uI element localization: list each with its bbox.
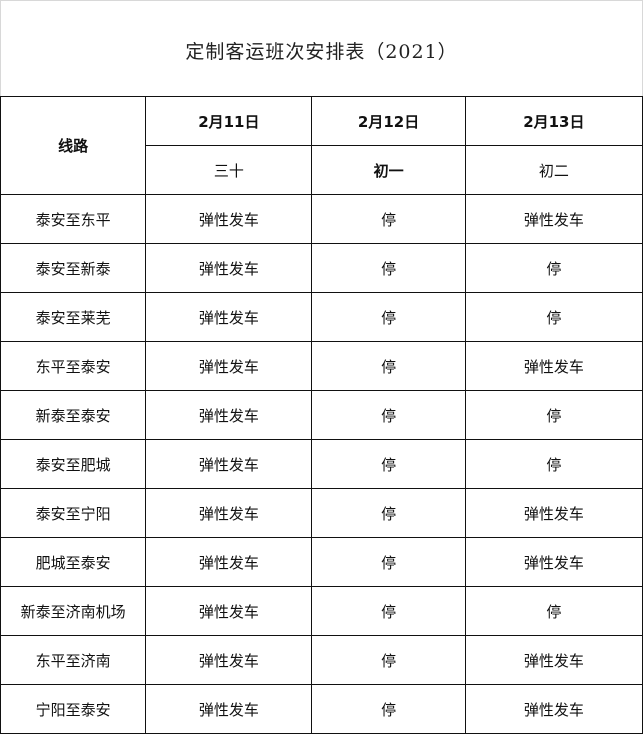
status-cell: 弹性发车 xyxy=(145,586,313,636)
page-title: 定制客运班次安排表（2021） xyxy=(185,41,458,63)
table-row: 泰安至东平 弹性发车停弹性发车 xyxy=(0,194,643,244)
status-cell: 停 xyxy=(311,292,466,342)
title-area: 定制客运班次安排表（2021） xyxy=(0,0,643,97)
schedule-table: 线路 2月11日 2月12日 2月13日 三十 初一 初二 泰安至东平 弹性发车停… xyxy=(0,96,643,734)
table-row: 泰安至肥城 弹性发车停停 xyxy=(0,439,643,489)
route-cell: 泰安至新泰 xyxy=(0,243,147,293)
table-row: 新泰至泰安 弹性发车停停 xyxy=(0,390,643,440)
table-row: 宁阳至泰安 弹性发车停弹性发车 xyxy=(0,684,643,734)
status-cell: 弹性发车 xyxy=(145,292,313,342)
table-row: 新泰至济南机场 弹性发车停停 xyxy=(0,586,643,636)
route-cell: 泰安至肥城 xyxy=(0,439,147,489)
status-cell: 停 xyxy=(311,684,466,734)
header-lunar: 三十 xyxy=(145,145,313,195)
status-cell: 弹性发车 xyxy=(145,341,313,391)
header-date: 2月13日 xyxy=(464,96,643,146)
table-row: 肥城至泰安 弹性发车停弹性发车 xyxy=(0,537,643,587)
status-cell: 弹性发车 xyxy=(145,488,313,538)
header-lunar: 初二 xyxy=(464,145,643,195)
header-row-dates: 线路 2月11日 2月12日 2月13日 xyxy=(0,96,643,195)
status-cell: 弹性发车 xyxy=(145,194,313,244)
table-row: 泰安至新泰 弹性发车停停 xyxy=(0,243,643,293)
header-route: 线路 xyxy=(0,96,147,195)
status-cell: 停 xyxy=(311,488,466,538)
route-cell: 泰安至东平 xyxy=(0,194,147,244)
status-cell: 停 xyxy=(311,390,466,440)
status-cell: 弹性发车 xyxy=(145,537,313,587)
status-cell: 停 xyxy=(311,243,466,293)
header-date: 2月12日 xyxy=(311,96,466,146)
table-row: 东平至济南 弹性发车停弹性发车 xyxy=(0,635,643,685)
status-cell: 停 xyxy=(464,243,643,293)
status-cell: 弹性发车 xyxy=(464,194,643,244)
status-cell: 停 xyxy=(464,586,643,636)
status-cell: 弹性发车 xyxy=(145,439,313,489)
status-cell: 弹性发车 xyxy=(464,341,643,391)
route-cell: 东平至济南 xyxy=(0,635,147,685)
status-cell: 弹性发车 xyxy=(464,635,643,685)
route-cell: 新泰至泰安 xyxy=(0,390,147,440)
status-cell: 停 xyxy=(464,292,643,342)
status-cell: 弹性发车 xyxy=(145,390,313,440)
route-cell: 新泰至济南机场 xyxy=(0,586,147,636)
route-cell: 宁阳至泰安 xyxy=(0,684,147,734)
status-cell: 弹性发车 xyxy=(145,684,313,734)
route-cell: 泰安至莱芜 xyxy=(0,292,147,342)
status-cell: 停 xyxy=(311,439,466,489)
status-cell: 停 xyxy=(311,341,466,391)
status-cell: 弹性发车 xyxy=(145,243,313,293)
status-cell: 停 xyxy=(311,194,466,244)
status-cell: 弹性发车 xyxy=(464,684,643,734)
status-cell: 停 xyxy=(464,390,643,440)
status-cell: 停 xyxy=(311,635,466,685)
table-row: 泰安至宁阳 弹性发车停弹性发车 xyxy=(0,488,643,538)
status-cell: 弹性发车 xyxy=(145,635,313,685)
table-row: 泰安至莱芜 弹性发车停停 xyxy=(0,292,643,342)
header-lunar: 初一 xyxy=(311,145,466,195)
status-cell: 停 xyxy=(311,537,466,587)
route-cell: 东平至泰安 xyxy=(0,341,147,391)
table-row: 东平至泰安 弹性发车停弹性发车 xyxy=(0,341,643,391)
header-date: 2月11日 xyxy=(145,96,313,146)
status-cell: 弹性发车 xyxy=(464,488,643,538)
status-cell: 停 xyxy=(464,439,643,489)
header-row-lunar: 三十 初一 初二 xyxy=(1,145,643,195)
route-cell: 肥城至泰安 xyxy=(0,537,147,587)
status-cell: 弹性发车 xyxy=(464,537,643,587)
route-cell: 泰安至宁阳 xyxy=(0,488,147,538)
status-cell: 停 xyxy=(311,586,466,636)
